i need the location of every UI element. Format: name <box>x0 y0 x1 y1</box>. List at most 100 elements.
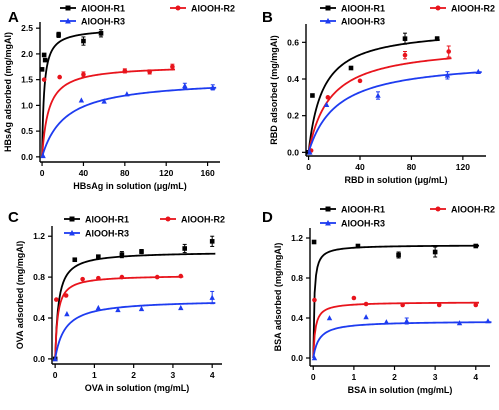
data-point <box>311 239 317 245</box>
data-point <box>119 274 125 280</box>
panel-b: B 0 40 80 120 0.0 0.2 0.4 0.6 RBD in solution (μg… <box>262 4 495 186</box>
legend: AlOOH-R1 AlOOH-R2 AlOOH-R3 <box>320 205 495 229</box>
data-point <box>96 254 101 259</box>
y-tick-label: 0.2 <box>287 111 299 121</box>
data-point <box>311 355 318 361</box>
y-tick-label: 0.4 <box>287 74 299 84</box>
legend-label: AlOOH-R1 <box>81 4 125 14</box>
y-tick-label: 0.5 <box>21 126 33 136</box>
x-tick-label: 0 <box>311 372 316 382</box>
legend-marker <box>165 216 171 222</box>
y-tick-label: 0.8 <box>291 273 303 283</box>
data-point <box>473 302 479 308</box>
data-point <box>178 273 184 279</box>
legend: AlOOH-R1 AlOOH-R2 AlOOH-R3 <box>60 4 235 27</box>
data-point <box>485 318 491 324</box>
legend-marker <box>69 229 75 236</box>
data-point <box>119 252 125 257</box>
data-point <box>402 36 408 41</box>
x-tick-label: 40 <box>355 162 365 172</box>
data-point <box>41 52 47 58</box>
panel-label: D <box>262 209 273 226</box>
legend-label: AlOOH-R3 <box>341 219 385 229</box>
data-point <box>147 69 152 75</box>
legend-label: AlOOH-R3 <box>85 229 129 239</box>
data-point <box>402 52 408 58</box>
y-tick-label: 1.2 <box>291 233 303 243</box>
data-point <box>363 301 369 307</box>
data-point <box>101 98 107 104</box>
data-point <box>400 302 405 308</box>
y-tick-label: 1.5 <box>21 75 33 85</box>
y-tick-label: 0.0 <box>21 152 33 162</box>
data-point <box>72 257 78 263</box>
data-point <box>210 84 216 90</box>
data-point <box>312 297 317 303</box>
legend-marker <box>435 206 441 212</box>
data-point <box>81 72 86 77</box>
data-point <box>310 93 315 98</box>
series-alooh-r2 <box>41 63 176 157</box>
panel-d: D 0 1 2 3 4 0.0 0.4 0.8 1.2 BSA in solution (mg/mL… <box>262 205 495 396</box>
data-point <box>52 355 58 362</box>
data-point <box>446 49 452 54</box>
data-point <box>351 295 357 301</box>
panel-c: C 0 1 2 3 4 0.0 0.4 0.8 1.2 OVA in solution (mg/mL… <box>8 209 225 393</box>
series-alooh-r2 <box>54 273 184 359</box>
series-alooh-r1 <box>52 235 216 362</box>
data-point <box>326 315 333 321</box>
x-tick-label: 2 <box>131 370 136 380</box>
series-alooh-r3 <box>311 314 492 361</box>
x-tick-label: 1 <box>352 372 357 382</box>
data-point <box>209 239 215 244</box>
legend-label: AlOOH-R3 <box>341 17 385 27</box>
data-point <box>63 293 69 298</box>
data-point <box>98 31 104 36</box>
panel-a: A 0 40 80 120 160 0.0 0.5 1.0 1.5 2.0 2.5 HBsAg in s… <box>3 4 235 192</box>
x-tick-label: 160 <box>200 168 214 178</box>
panel-label: A <box>8 9 19 26</box>
data-point <box>40 152 46 159</box>
legend-marker <box>69 216 75 222</box>
legend: AlOOH-R1 AlOOH-R2 AlOOH-R3 <box>320 4 495 27</box>
series-alooh-r3 <box>52 290 216 362</box>
legend: AlOOH-R1 AlOOH-R2 AlOOH-R3 <box>64 215 225 239</box>
series-alooh-r3 <box>40 82 217 159</box>
y-axis-label: BSA adsorbed (mg/mgAl) <box>273 243 283 352</box>
series-alooh-r2 <box>307 45 452 153</box>
y-tick-label: 0.6 <box>287 37 299 47</box>
x-tick-label: 80 <box>407 162 417 172</box>
data-point <box>57 74 62 80</box>
fit-curve <box>54 275 184 359</box>
x-tick-label: 3 <box>433 372 438 382</box>
data-point <box>375 92 381 98</box>
legend-marker <box>325 5 331 11</box>
data-point <box>383 319 390 325</box>
x-tick-label: 0 <box>306 162 311 172</box>
data-point <box>178 304 184 311</box>
y-tick-label: 0.4 <box>33 313 45 323</box>
y-axis-label: RBD adsorbed (mg/mgAl) <box>269 35 279 145</box>
data-point <box>209 294 215 300</box>
data-point <box>154 274 160 280</box>
y-tick-label: 2.5 <box>21 23 33 33</box>
data-point <box>80 276 85 282</box>
fit-curve <box>312 244 480 359</box>
x-tick-label: 2 <box>392 372 397 382</box>
fit-curve <box>54 252 216 359</box>
data-point <box>357 78 363 84</box>
fit-curve <box>41 68 176 157</box>
data-point <box>182 82 188 89</box>
legend-label: AlOOH-R2 <box>451 205 495 215</box>
data-point <box>456 320 463 326</box>
data-point <box>139 249 144 254</box>
x-tick-label: 80 <box>120 168 130 178</box>
data-point <box>307 149 313 155</box>
data-point <box>475 68 481 74</box>
data-point <box>41 77 47 82</box>
data-point <box>42 57 48 63</box>
legend-label: AlOOH-R1 <box>341 4 385 14</box>
x-tick-label: 120 <box>456 162 470 172</box>
legend-label: AlOOH-R1 <box>85 215 129 225</box>
x-tick-label: 0 <box>40 168 45 178</box>
